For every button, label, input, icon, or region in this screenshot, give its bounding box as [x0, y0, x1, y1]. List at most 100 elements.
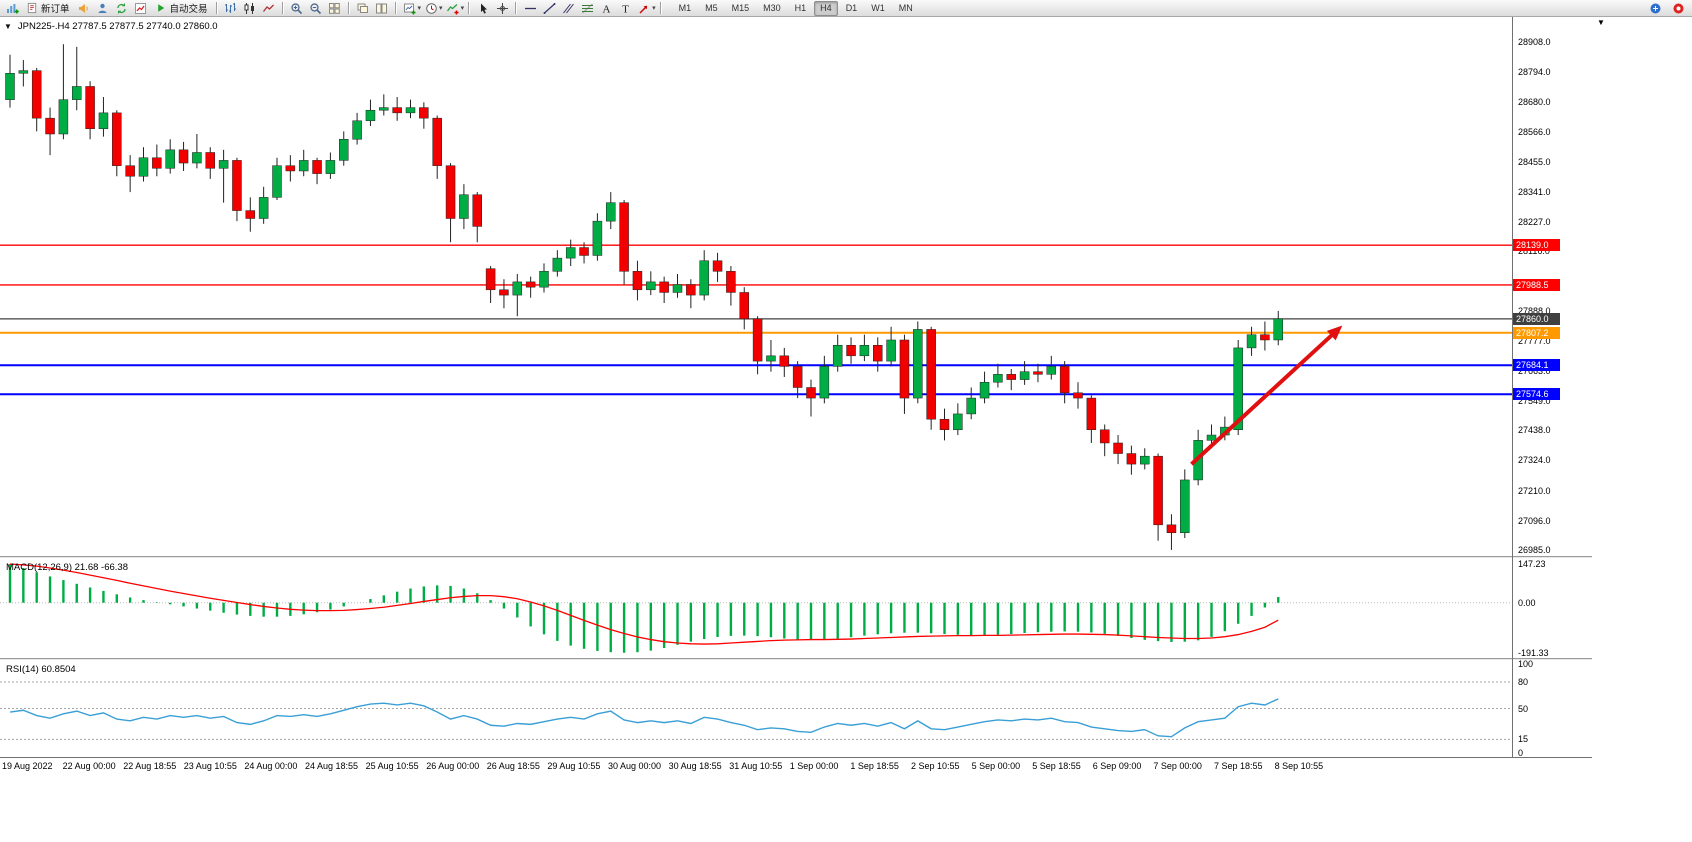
cascade-windows-icon[interactable] [354, 1, 372, 16]
new-order-button[interactable]: 新订单 [22, 1, 74, 16]
candle [1140, 448, 1150, 470]
chevron-down-icon[interactable]: ▾ [652, 5, 656, 12]
community-icon[interactable] [94, 1, 112, 16]
cursor-icon[interactable] [474, 1, 492, 16]
zoom-out-icon[interactable] [307, 1, 325, 16]
profiles-clock-icon[interactable] [422, 1, 440, 16]
horizontal-line-icon[interactable] [521, 1, 539, 16]
text-icon[interactable]: A [597, 1, 615, 16]
price-tick-label: 28455.0 [1518, 156, 1551, 167]
time-axis-label: 30 Aug 18:55 [668, 761, 722, 771]
candle [1246, 326, 1257, 356]
auto-trading-button[interactable]: 自动交易 [151, 1, 212, 16]
candle [539, 263, 549, 293]
time-axis-label: 24 Aug 00:00 [244, 761, 298, 771]
new-order-label: 新订单 [41, 4, 70, 15]
price-tick-label: 27210.0 [1518, 485, 1551, 496]
candle [138, 147, 149, 182]
timeframe-h4[interactable]: H4 [814, 0, 838, 16]
rsi-panel[interactable] [0, 660, 1512, 757]
price-tick-label: 27777.0 [1518, 335, 1551, 346]
candle [859, 334, 870, 362]
crosshair-icon[interactable] [493, 1, 511, 16]
alert-red-icon[interactable] [1669, 1, 1687, 16]
price-tick-label: 27549.0 [1518, 395, 1551, 406]
channel-icon[interactable] [559, 1, 577, 16]
zoom-in-icon[interactable] [288, 1, 306, 16]
candle [606, 192, 616, 230]
price-tick-label: 28227.0 [1518, 216, 1551, 227]
candle [792, 361, 803, 399]
trend-arrow[interactable] [1190, 330, 1338, 466]
tile-windows-icon[interactable] [326, 1, 344, 16]
candle [352, 112, 362, 145]
price-axis[interactable]: 28908.0 28794.0 28680.0 28566.0 28455.0 28341… [1512, 17, 1592, 758]
timeframe-mn[interactable]: MN [898, 2, 913, 13]
chevron-down-icon[interactable]: ▾ [417, 5, 422, 12]
macd-tick-label: -191.33 [1518, 648, 1549, 659]
timeframe-h1[interactable]: H1 [794, 2, 807, 13]
toolbar-separator [281, 2, 284, 14]
price-chart[interactable] [0, 17, 1512, 556]
candle [525, 276, 536, 298]
timeframe-m1[interactable]: M1 [678, 2, 692, 13]
chart-window[interactable]: ▼ JPN225-.H4 27787.5 27877.5 27740.0 278… [0, 17, 1692, 842]
candle [285, 155, 296, 182]
one-click-trading-toggle[interactable]: ▼ [4, 21, 12, 31]
time-axis-label: 1 Sep 00:00 [789, 761, 839, 771]
panel-splitter[interactable] [0, 556, 1592, 558]
candle [1180, 469, 1190, 539]
timeframe-m15[interactable]: M15 [731, 2, 750, 13]
candle [298, 149, 309, 177]
candle [1260, 321, 1270, 351]
candle [312, 157, 322, 185]
fibonacci-icon[interactable] [578, 1, 596, 16]
price-tick-label: 26985.0 [1518, 544, 1551, 555]
horn-icon[interactable] [75, 1, 93, 16]
time-axis-label: 8 Sep 10:55 [1274, 761, 1324, 771]
refresh-icon[interactable] [113, 1, 131, 16]
new-chart-shortcut-icon[interactable] [3, 1, 21, 16]
text-label-icon[interactable]: T [616, 1, 634, 16]
new-chart-icon[interactable] [401, 1, 419, 16]
line-chart-icon[interactable] [260, 1, 278, 16]
bar-chart-icon[interactable] [222, 1, 240, 16]
candle [966, 387, 976, 420]
status-blue-icon[interactable] [1646, 1, 1664, 16]
timeframe-w1[interactable]: W1 [871, 2, 885, 13]
timeframe-m5[interactable]: M5 [705, 2, 718, 13]
candle [672, 273, 683, 298]
candle [459, 184, 469, 230]
order-ticket-icon [27, 2, 37, 14]
tile-vertical-icon[interactable] [373, 1, 391, 16]
chevron-down-icon[interactable]: ▾ [460, 5, 465, 12]
indicators-icon[interactable] [444, 1, 462, 16]
toolbar: 新订单 自动交易 ▾ ▾ ▾ A T ▾ M1 M5 M15 M30 H1 H4 D1 W1 M… [0, 0, 1692, 17]
trendline-icon[interactable] [540, 1, 558, 16]
candle [1099, 424, 1110, 457]
candle [699, 250, 709, 301]
arrows-tool-icon[interactable] [635, 1, 653, 16]
candle [926, 326, 936, 430]
panel-splitter[interactable] [0, 658, 1592, 660]
time-axis-line [0, 757, 1592, 758]
macd-panel[interactable] [0, 558, 1512, 658]
candle [953, 403, 963, 436]
price-level-badge: 28139.0 [1513, 239, 1560, 252]
candle [205, 147, 215, 179]
rsi-tick-label: 100 [1518, 659, 1534, 670]
toolbar-separator [659, 2, 662, 14]
candle [272, 157, 282, 201]
price-tick-label: 27438.0 [1518, 425, 1551, 436]
chevron-down-icon[interactable]: ▾ [439, 5, 443, 12]
market-chart-icon[interactable] [132, 1, 150, 16]
candle [405, 99, 416, 119]
candlestick-chart-icon[interactable] [241, 1, 259, 16]
candle [245, 197, 256, 232]
macd-tick-label: 0.00 [1518, 597, 1536, 608]
timeframe-m30[interactable]: M30 [763, 2, 781, 13]
time-axis[interactable]: 19 Aug 2022 22 Aug 00:00 22 Aug 18:55 23 Au… [0, 761, 1512, 775]
timeframe-d1[interactable]: D1 [845, 2, 858, 13]
time-axis-label: 7 Sep 18:55 [1214, 761, 1263, 771]
time-axis-label: 19 Aug 2022 [2, 761, 53, 771]
